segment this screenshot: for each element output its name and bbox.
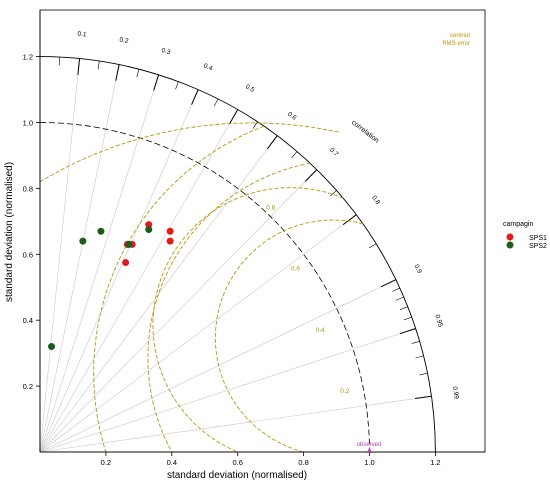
correlation-fine-tick-1 [392,288,399,291]
point-sps2-2 [97,228,104,235]
correlation-rays: 0.1 0.2 0.3 0.4 0.5 0.6 0.7 0.8 0.9 0.95 0.99 [40,31,460,452]
correlation-tick-label-9: 0.95 [433,314,444,329]
point-sps2-0 [48,343,55,350]
correlation-minor-tick-7 [176,82,179,90]
point-sps1-4 [167,228,174,235]
rms-label-rms-error: RMS error [442,41,470,47]
correlation-tick-label-7: 0.8 [370,194,381,206]
correlation-ray-7 [40,215,356,452]
correlation-fine-tick-8 [419,373,427,375]
y-tick-label-3: 0.8 [23,184,33,193]
correlation-tick-label-5: 0.6 [286,111,298,122]
x-tick-label-3: 0.8 [298,458,308,467]
rms-arc-label-2: 0.6 [291,266,300,273]
y-tick-label-4: 1.0 [23,119,33,128]
correlation-minor-tick-19 [408,329,416,332]
y-tick-label-1: 0.4 [23,316,33,325]
correlation-minor-tick-12 [272,136,277,143]
correlation-tick-label-3: 0.4 [202,62,213,72]
correlation-minor-tick-18 [388,280,395,284]
correlation-tick-label-8: 0.9 [413,264,423,276]
correlation-fine-tick-4 [404,317,412,320]
point-sps1-5 [167,238,174,245]
legend-label-sps2: SPS2 [529,243,547,250]
correlation-minor-tick-5 [137,69,139,77]
correlation-minor-tick-17 [369,244,376,248]
correlation-major-tick-4 [229,110,237,124]
legend-marker-sps2 [507,242,514,249]
legend: campagin SPS1 SPS2 [503,221,547,250]
outer-sd-arc [40,57,435,452]
correlation-tick-label-4: 0.5 [244,83,256,94]
y-tick-label-0: 0.2 [23,382,33,391]
correlation-major-tick-10 [415,396,431,398]
x-tick-label-4: 1.0 [364,458,374,467]
correlation-tick-label-0: 0.1 [77,31,87,39]
correlation-tick-label-2: 0.3 [161,47,172,57]
reference-sd-arc [40,123,370,453]
x-tick-label-5: 1.2 [430,458,440,467]
point-sps2-1 [79,238,86,245]
correlation-label: correlation [350,119,380,145]
correlation-fine-tick-6 [412,341,420,343]
rms-arc-label-3: 0.8 [266,205,275,212]
rms-arc-1 [153,188,343,452]
correlation-tick-label-6: 0.7 [328,147,340,159]
rms-arc-label-1: 0.4 [316,327,325,334]
correlation-minor-tick-13 [292,152,297,158]
correlation-tick-label-10: 0.99 [451,386,460,400]
plot-border [40,10,485,452]
correlation-ray-2 [40,75,159,452]
correlation-ray-3 [40,90,198,452]
rms-arc-3 [94,126,264,452]
x-axis-label: standard deviation (normalised) [167,470,307,481]
observed-marker [367,448,373,453]
correlation-tick-label-1: 0.2 [119,37,130,46]
correlation-minor-tick-16 [350,215,357,220]
correlation-minor-tick-6 [156,75,158,83]
rms-arc-outer [40,123,340,182]
correlation-ray-9 [40,329,416,452]
point-sps1-0 [122,259,129,266]
legend-marker-sps1 [507,234,514,241]
correlation-minor-tick-8 [195,90,198,98]
observed-label: observed [357,442,382,448]
x-tick-label-2: 0.6 [232,458,242,467]
correlation-minor-tick-4 [117,65,119,73]
point-sps2-3 [125,241,132,248]
correlation-ray-5 [40,136,277,452]
correlation-minor-tick-3 [98,61,99,69]
rms-arc-label-0: 0.2 [340,388,349,395]
x-tick-label-1: 0.4 [167,458,177,467]
correlation-fine-tick-2 [396,297,404,300]
y-axis-label: standard deviation (normalised) [4,162,15,302]
rms-label-centred: centred [450,33,470,39]
correlation-minor-tick-2 [79,59,80,67]
plot-frame [40,10,485,452]
correlation-ray-8 [40,280,396,452]
legend-label-sps1: SPS1 [529,235,547,242]
y-tick-label-2: 0.6 [23,250,33,259]
data-points [48,221,372,453]
correlation-minor-tick-9 [214,99,218,106]
correlation-fine-tick-3 [400,307,408,310]
point-sps2-4 [145,226,152,233]
correlation-minor-tick-14 [311,170,317,176]
y-tick-label-5: 1.2 [23,53,33,62]
legend-title: campagin [503,221,533,228]
rms-arc-0 [215,220,363,452]
x-tick-label-0: 0.2 [101,458,111,467]
correlation-fine-tick-7 [416,356,424,358]
correlation-ray-0 [40,59,80,452]
